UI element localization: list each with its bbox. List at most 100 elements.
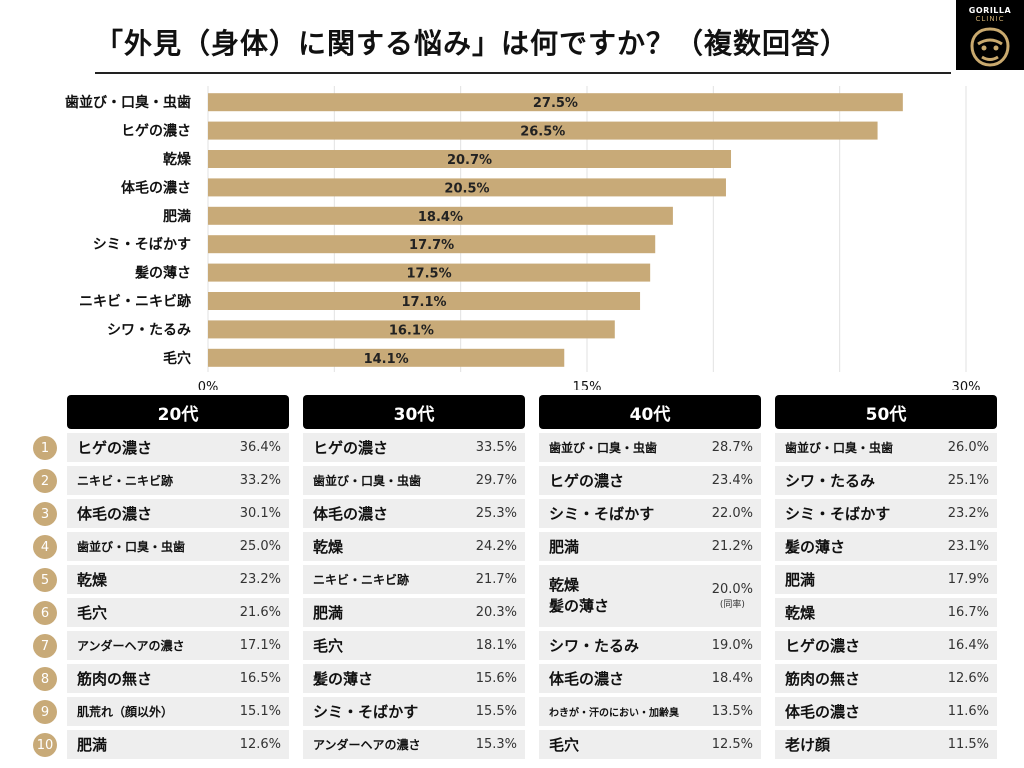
rank-row: 筋肉の無さ 12.6%	[775, 664, 997, 693]
rank-row: ニキビ・ニキビ跡 33.2%	[67, 466, 289, 495]
category-label: シミ・そばかす	[93, 237, 191, 253]
rank-item-label: ヒゲの濃さ	[785, 637, 861, 655]
category-label: 肥満	[163, 208, 191, 225]
value-label: 20.7%	[447, 153, 492, 168]
age-card: 50代 歯並び・口臭・虫歯 26.0% シワ・たるみ 25.1% シミ・そばかす 23.2%…	[775, 395, 997, 759]
rank-badge: 10	[33, 733, 57, 757]
rank-row: シミ・そばかす 22.0%	[539, 499, 761, 528]
rank-item-label: 乾燥	[77, 571, 108, 589]
rank-item-value: 23.2%	[947, 506, 989, 521]
rank-item-label: ニキビ・ニキビ跡	[313, 573, 410, 587]
rank-item-value: 15.1%	[239, 704, 281, 719]
rank-row: 乾燥 24.2%	[303, 532, 525, 561]
rank-item-value: 23.1%	[947, 539, 989, 554]
rank-row: 体毛の濃さ 25.3%	[303, 499, 525, 528]
rank-row: アンダーヘアの濃さ 17.1%	[67, 631, 289, 660]
value-label: 20.5%	[444, 181, 489, 196]
rank-row: 毛穴 21.6%	[67, 598, 289, 627]
rank-item-label: シミ・そばかす	[313, 703, 419, 721]
rank-item-value: 11.6%	[947, 704, 989, 719]
rank-item-value: 26.0%	[947, 440, 989, 455]
rank-item-value: 23.4%	[711, 473, 753, 488]
rank-item-value: 12.6%	[239, 737, 281, 752]
rank-row: シワ・たるみ 19.0%	[539, 631, 761, 660]
rank-item-label: 歯並び・口臭・虫歯	[77, 540, 186, 554]
value-label: 17.7%	[409, 238, 454, 253]
logo-text-top: GORILLA	[968, 6, 1012, 15]
rank-row: 乾燥 23.2%	[67, 565, 289, 594]
age-card-header: 40代	[539, 395, 761, 429]
rank-item-value: 29.7%	[475, 473, 517, 488]
logo-text-bottom: CLINIC	[975, 15, 1005, 23]
rank-item-label: シミ・そばかす	[785, 505, 891, 523]
rank-badge: 4	[33, 535, 57, 559]
rank-badge: 6	[33, 601, 57, 625]
value-label: 27.5%	[533, 96, 578, 111]
age-card-header: 50代	[775, 395, 997, 429]
rank-item-label: アンダーヘアの濃さ	[313, 738, 421, 752]
rank-item-value: 15.6%	[475, 671, 517, 686]
category-label: 歯並び・口臭・虫歯	[65, 94, 191, 111]
rank-row: ヒゲの濃さ 33.5%	[303, 433, 525, 462]
rank-row: 肥満 21.2%	[539, 532, 761, 561]
rank-row: 歯並び・口臭・虫歯 28.7%	[539, 433, 761, 462]
rank-item-value: 21.2%	[711, 539, 753, 554]
rank-item-label: 老け顔	[785, 736, 831, 754]
rank-row: 肌荒れ（顔以外） 15.1%	[67, 697, 289, 726]
rank-badge: 7	[33, 634, 57, 658]
rank-item-value: 11.5%	[947, 737, 989, 752]
category-label: 髪の薄さ	[134, 265, 191, 282]
rank-item-label: 髪の薄さ	[313, 670, 374, 688]
rank-item-label: 筋肉の無さ	[785, 670, 861, 688]
rank-item-label: 毛穴	[77, 604, 108, 622]
rank-item-value: 25.3%	[475, 506, 517, 521]
rank-item-label: 歯並び・口臭・虫歯	[549, 441, 658, 455]
age-card-header: 30代	[303, 395, 525, 429]
rank-item-label: 歯並び・口臭・虫歯	[785, 441, 894, 455]
brand-logo: GORILLA CLINIC	[956, 0, 1024, 70]
rank-row: 肥満 20.3%	[303, 598, 525, 627]
rank-row: 筋肉の無さ 16.5%	[67, 664, 289, 693]
rank-item-value: 19.0%	[711, 638, 753, 653]
rank-row: 毛穴 12.5%	[539, 730, 761, 759]
rank-row: 肥満 12.6%	[67, 730, 289, 759]
tie-note: (同率)	[719, 600, 745, 610]
rank-item-label: 体毛の濃さ	[549, 670, 625, 688]
rank-item-label: ヒゲの濃さ	[313, 439, 389, 457]
rank-item-value: 13.5%	[711, 704, 753, 719]
rank-item-value: 12.5%	[711, 737, 753, 752]
category-label: 体毛の濃さ	[121, 179, 191, 196]
rank-item-label: ニキビ・ニキビ跡	[77, 474, 174, 488]
category-label: ニキビ・ニキビ跡	[79, 293, 191, 310]
rank-item-value: 16.5%	[239, 671, 281, 686]
rank-item-value: 20.3%	[475, 605, 517, 620]
rank-row: ヒゲの濃さ 36.4%	[67, 433, 289, 462]
bar	[208, 320, 615, 339]
rank-item-label: 体毛の濃さ	[785, 703, 861, 721]
rank-row: 体毛の濃さ 11.6%	[775, 697, 997, 726]
category-label: 乾燥	[163, 151, 192, 168]
age-card: 40代 歯並び・口臭・虫歯 28.7% ヒゲの濃さ 23.4% シミ・そばかす 22.0% 肥…	[539, 395, 761, 759]
rank-row: アンダーヘアの濃さ 15.3%	[303, 730, 525, 759]
rank-item-value: 18.1%	[475, 638, 517, 653]
bar	[208, 121, 878, 140]
category-label: 毛穴	[163, 350, 191, 367]
tick-label: 0%	[198, 380, 219, 390]
rank-item-value: 33.2%	[239, 473, 281, 488]
rank-item-value: 22.0%	[711, 506, 753, 521]
rank-item-value: 30.1%	[239, 506, 281, 521]
rank-item-label: 体毛の濃さ	[313, 505, 389, 523]
rank-item-value: 36.4%	[239, 440, 281, 455]
category-label: シワ・たるみ	[107, 322, 191, 338]
title-underline	[95, 72, 951, 74]
bar	[208, 93, 903, 112]
rank-item-label: シミ・そばかす	[549, 505, 655, 523]
rank-badge: 2	[33, 469, 57, 493]
rank-item-label: 筋肉の無さ	[77, 670, 153, 688]
rank-item-value: 16.7%	[947, 605, 989, 620]
value-label: 16.1%	[389, 323, 434, 338]
age-card-header: 20代	[67, 395, 289, 429]
bar	[208, 263, 651, 282]
rank-item-value: 24.2%	[475, 539, 517, 554]
rank-item-value: 15.3%	[475, 737, 517, 752]
